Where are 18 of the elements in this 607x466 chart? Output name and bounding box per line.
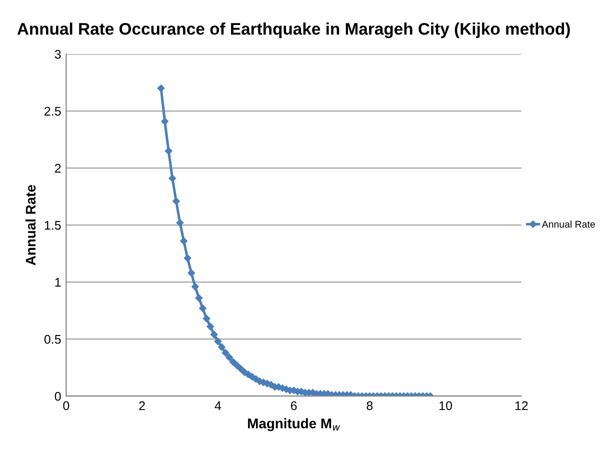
x-tick-label: 12 xyxy=(515,401,528,410)
y-tick-label: 2 xyxy=(54,164,61,173)
x-tick-label: 10 xyxy=(440,401,452,410)
y-tick-label: 1 xyxy=(55,278,61,287)
x-tick-label: 4 xyxy=(214,401,222,410)
y-tick-label: 1.5 xyxy=(44,221,61,230)
y-axis-title: Annual Rate xyxy=(25,185,36,266)
x-tick-label: 8 xyxy=(366,401,373,410)
x-tick-label: 6 xyxy=(290,401,297,410)
chart-title: Annual Rate Occurance of Earthquake in Marageh City (Kijko method) xyxy=(17,22,570,38)
y-tick-label: 0 xyxy=(54,392,61,401)
x-tick-label: 2 xyxy=(139,401,145,410)
legend-label: Annual Rate xyxy=(542,220,595,228)
y-tick-label: 2.5 xyxy=(44,106,61,116)
x-tick-label: 0 xyxy=(63,401,70,410)
x-axis-title: Magnitude M$_{w}$ xyxy=(248,418,340,432)
y-tick-label: 3 xyxy=(54,50,61,59)
y-tick-label: 0.5 xyxy=(44,334,61,344)
